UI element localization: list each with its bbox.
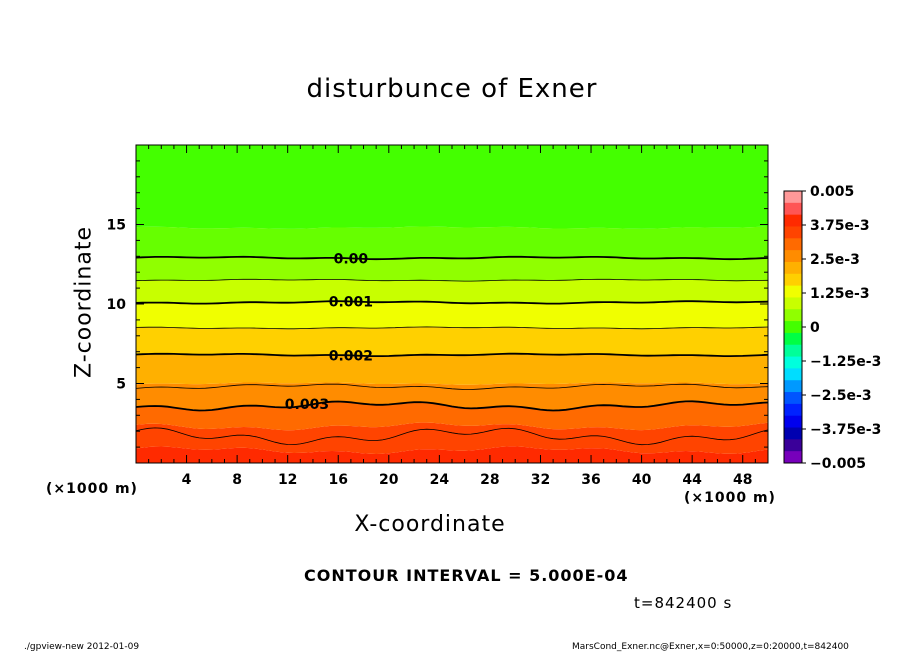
colorbar-label: 3.75e-3	[810, 218, 870, 234]
x-tick-label: 40	[632, 472, 652, 488]
colorbar-swatch	[784, 415, 802, 429]
contour-line-2	[135, 352, 769, 357]
colorbar-swatch	[784, 214, 802, 227]
x-tick-label: 44	[682, 472, 702, 488]
minor-contour-3	[135, 278, 769, 282]
x-tick-label: 8	[232, 472, 242, 488]
field-bands	[136, 145, 768, 463]
colorbar-swatch	[784, 273, 802, 287]
contour-line-0	[135, 255, 769, 261]
colorbar-label: 2.5e-3	[810, 252, 860, 268]
colorbar-swatch	[784, 451, 802, 464]
contour-line-1	[135, 300, 769, 305]
contour-label-0: 0.00	[334, 251, 369, 267]
field-band-7	[136, 279, 768, 304]
contour-line-3	[135, 400, 769, 412]
minor-contour-2	[135, 326, 769, 330]
colorbar-swatch	[784, 285, 802, 298]
field-band-2	[136, 402, 768, 431]
y-tick-label: 15	[107, 218, 126, 234]
contour-label-1: 0.001	[329, 294, 373, 310]
x-units-left: (×1000 m)	[46, 481, 138, 497]
time-note: t=842400 s	[634, 594, 733, 612]
colorbar-label: 0.005	[810, 184, 854, 200]
colorbar-swatch	[784, 392, 802, 405]
field-band-10	[136, 145, 768, 229]
y-axis-label: Z-coordinate	[71, 226, 97, 378]
footer-right: MarsCond_Exner.nc@Exner,x=0:50000,z=0:20…	[572, 642, 849, 652]
y-axis-ticks: 5 10 15	[107, 144, 768, 464]
colorbar-swatch	[784, 403, 802, 417]
colorbar-label: −1.25e-3	[810, 354, 881, 370]
field-band-5	[136, 326, 768, 357]
x-axis-ticks: 4 8 12 16 20 24 28 32 36 40 44 48	[135, 145, 769, 488]
colorbar-swatch	[784, 261, 802, 275]
x-tick-label: 48	[733, 472, 752, 488]
footer-left: ./gpview-new 2012-01-09	[24, 642, 140, 652]
x-units-right: (×1000 m)	[684, 490, 776, 506]
chart-title: disturbunce of Exner	[306, 74, 598, 104]
y-tick-label: 10	[107, 297, 127, 313]
colorbar-swatch	[784, 191, 802, 204]
field-band-0	[136, 446, 768, 463]
colorbar-swatch	[784, 238, 802, 251]
colorbar-swatch	[784, 309, 802, 322]
x-tick-label: 16	[328, 472, 347, 488]
minor-contour-0	[135, 427, 769, 446]
contour-interval-note: CONTOUR INTERVAL = 5.000E-04	[304, 566, 629, 585]
x-tick-label: 20	[379, 472, 399, 488]
colorbar-swatch	[784, 368, 802, 381]
field-band-1	[136, 422, 768, 454]
colorbar-swatch	[784, 226, 802, 239]
colorbar-swatch	[784, 321, 802, 334]
x-tick-label: 32	[531, 472, 550, 488]
colorbar-label: 0	[810, 320, 820, 336]
x-tick-label: 4	[182, 472, 192, 488]
colorbar-label: −2.5e-3	[810, 388, 872, 404]
x-tick-label: 36	[581, 472, 600, 488]
y-tick-label: 5	[116, 377, 126, 393]
contour-label-2: 0.002	[329, 348, 373, 364]
colorbar-swatch	[784, 344, 802, 358]
colorbar-swatch	[784, 439, 802, 452]
minor-contour-1	[135, 383, 769, 390]
labeled-contours: 0.00 0.001 0.002 0.003	[135, 251, 769, 413]
colorbar-label: −0.005	[810, 456, 866, 472]
x-tick-label: 12	[278, 472, 297, 488]
colorbar-label: 1.25e-3	[810, 286, 870, 302]
contour-label-3: 0.003	[285, 397, 329, 413]
x-tick-label: 24	[430, 472, 450, 488]
colorbar-swatch	[784, 380, 802, 393]
field-band-3	[136, 382, 768, 410]
field-band-8	[136, 256, 768, 282]
colorbar-swatch	[784, 427, 802, 440]
field-band-4	[136, 353, 768, 385]
colorbar-label: −3.75e-3	[810, 422, 881, 438]
colorbar-swatch	[784, 202, 802, 216]
field-band-9	[136, 226, 768, 260]
colorbar-swatch	[784, 297, 802, 310]
x-tick-label: 28	[480, 472, 499, 488]
colorbar: 0.005 3.75e-3 2.5e-3 1.25e-3 0 −1.25e-3 −2.5e-…	[783, 184, 881, 472]
lower-wavy-contours	[135, 278, 769, 446]
colorbar-swatch	[784, 250, 802, 263]
colorbar-swatch	[784, 356, 802, 369]
x-axis-label: X-coordinate	[354, 512, 506, 537]
field-band-6	[136, 301, 768, 330]
colorbar-swatch	[784, 332, 802, 346]
